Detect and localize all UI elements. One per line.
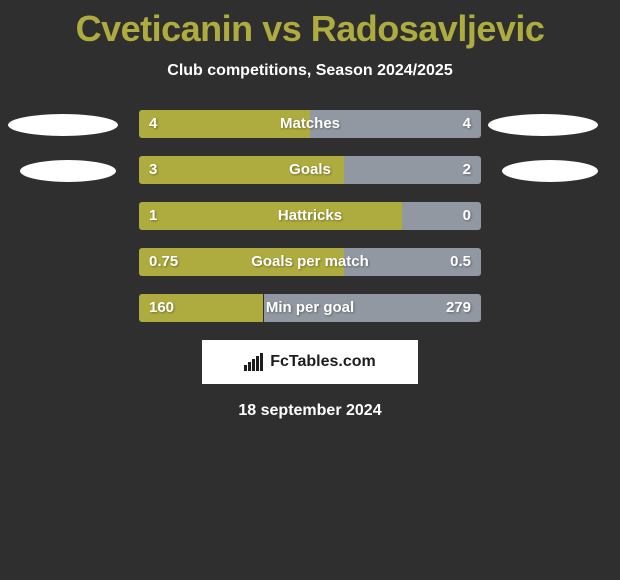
metric-label: Hattricks	[139, 202, 481, 230]
player2-marker	[488, 114, 598, 136]
comparison-rows: 44Matches 32Goals 10Hattricks 0.750.5Goals …	[0, 110, 620, 322]
metric-label: Goals	[139, 156, 481, 184]
stat-row: 32Goals	[0, 156, 620, 184]
stat-bar: 10Hattricks	[139, 202, 481, 230]
date-label: 18 september 2024	[0, 402, 620, 420]
player1-marker	[8, 114, 118, 136]
vs-label: vs	[262, 8, 301, 49]
stat-bar: 0.750.5Goals per match	[139, 248, 481, 276]
stat-bar: 32Goals	[139, 156, 481, 184]
brand-box: FcTables.com	[202, 340, 418, 384]
player2-name: Radosavljevic	[311, 8, 545, 49]
player1-name: Cveticanin	[76, 8, 253, 49]
player1-marker	[20, 160, 116, 182]
metric-label: Goals per match	[139, 248, 481, 276]
stat-row: 10Hattricks	[0, 202, 620, 230]
page-title: Cveticanin vs Radosavljevic	[0, 0, 620, 50]
chart-bars-icon	[244, 353, 266, 371]
brand-text: FcTables.com	[270, 353, 376, 371]
metric-label: Matches	[139, 110, 481, 138]
stat-row: 160279Min per goal	[0, 294, 620, 322]
stat-bar: 160279Min per goal	[139, 294, 481, 322]
stat-row: 44Matches	[0, 110, 620, 138]
player2-marker	[502, 160, 598, 182]
metric-label: Min per goal	[139, 294, 481, 322]
stat-row: 0.750.5Goals per match	[0, 248, 620, 276]
stat-bar: 44Matches	[139, 110, 481, 138]
subtitle: Club competitions, Season 2024/2025	[0, 62, 620, 80]
